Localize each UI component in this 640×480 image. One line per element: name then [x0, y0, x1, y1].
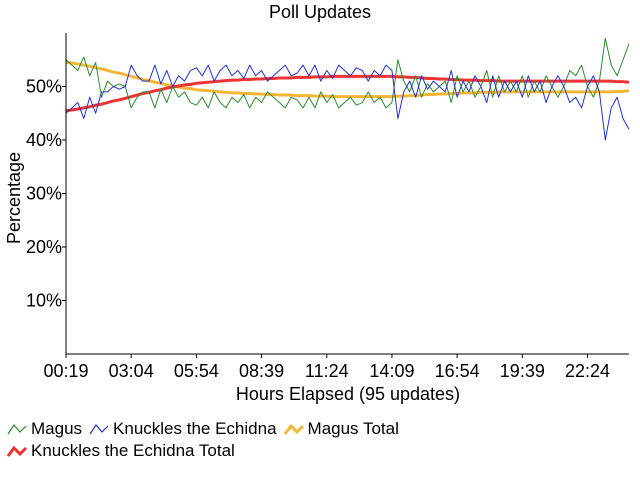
legend-row-1: Magus Knuckles the Echidna Magus Total — [6, 418, 636, 440]
y-tick-label: 40% — [26, 130, 62, 150]
legend-label-knuckles-total: Knuckles the Echidna Total — [31, 441, 235, 460]
legend-item-magus-total: Magus Total — [283, 419, 399, 439]
legend-swatch-magus-total — [283, 423, 304, 435]
x-axis-label: Hours Elapsed (95 updates) — [236, 384, 460, 404]
x-tick-label: 05:54 — [174, 361, 219, 381]
y-axis-label: Percentage — [4, 152, 24, 244]
plot-lines — [65, 37, 630, 141]
legend-swatch-knuckles-total — [6, 445, 28, 457]
series-line-knuckles-the-echidna-total — [65, 74, 630, 113]
poll-updates-chart: Poll Updates 10%20%30%40%50% 00:19 03:04 0… — [4, 2, 630, 404]
legend-label-magus: Magus — [31, 419, 83, 438]
x-tick-label: 19:39 — [500, 361, 545, 381]
x-ticks: 00:19 03:04 05:54 08:39 11:24 14:09 16:54 19:39… — [43, 354, 610, 381]
y-ticks: 10% 20% 30% 40% 50% — [26, 77, 66, 311]
x-tick-label: 14:09 — [369, 361, 414, 381]
y-tick-label: 10% — [26, 291, 62, 311]
legend-item-knuckles: Knuckles the Echidna — [88, 419, 277, 439]
x-tick-label: 11:24 — [305, 361, 349, 381]
x-tick-label: 22:24 — [565, 361, 610, 381]
x-tick-label: 16:54 — [435, 361, 480, 381]
y-tick-label: 30% — [26, 184, 62, 204]
series-line-knuckles-the-echidna — [65, 64, 630, 141]
x-tick-label: 08:39 — [239, 361, 284, 381]
x-tick-label: 03:04 — [109, 361, 154, 381]
y-tick-label: 50% — [26, 77, 62, 97]
legend-item-magus: Magus — [6, 419, 82, 439]
legend-swatch-knuckles — [89, 424, 109, 435]
legend: Magus Knuckles the Echidna Magus Total K… — [6, 418, 636, 462]
chart-title: Poll Updates — [269, 2, 371, 22]
series-line-magus-total — [65, 60, 630, 99]
legend-item-knuckles-total: Knuckles the Echidna Total — [6, 441, 235, 461]
y-tick-label: 20% — [26, 237, 62, 257]
legend-row-2: Knuckles the Echidna Total — [6, 440, 636, 462]
legend-label-knuckles: Knuckles the Echidna — [113, 419, 277, 438]
series-line-magus — [65, 37, 630, 109]
legend-swatch-magus — [7, 424, 27, 435]
x-tick-label: 00:19 — [43, 361, 88, 381]
legend-label-magus-total: Magus Total — [307, 419, 399, 438]
